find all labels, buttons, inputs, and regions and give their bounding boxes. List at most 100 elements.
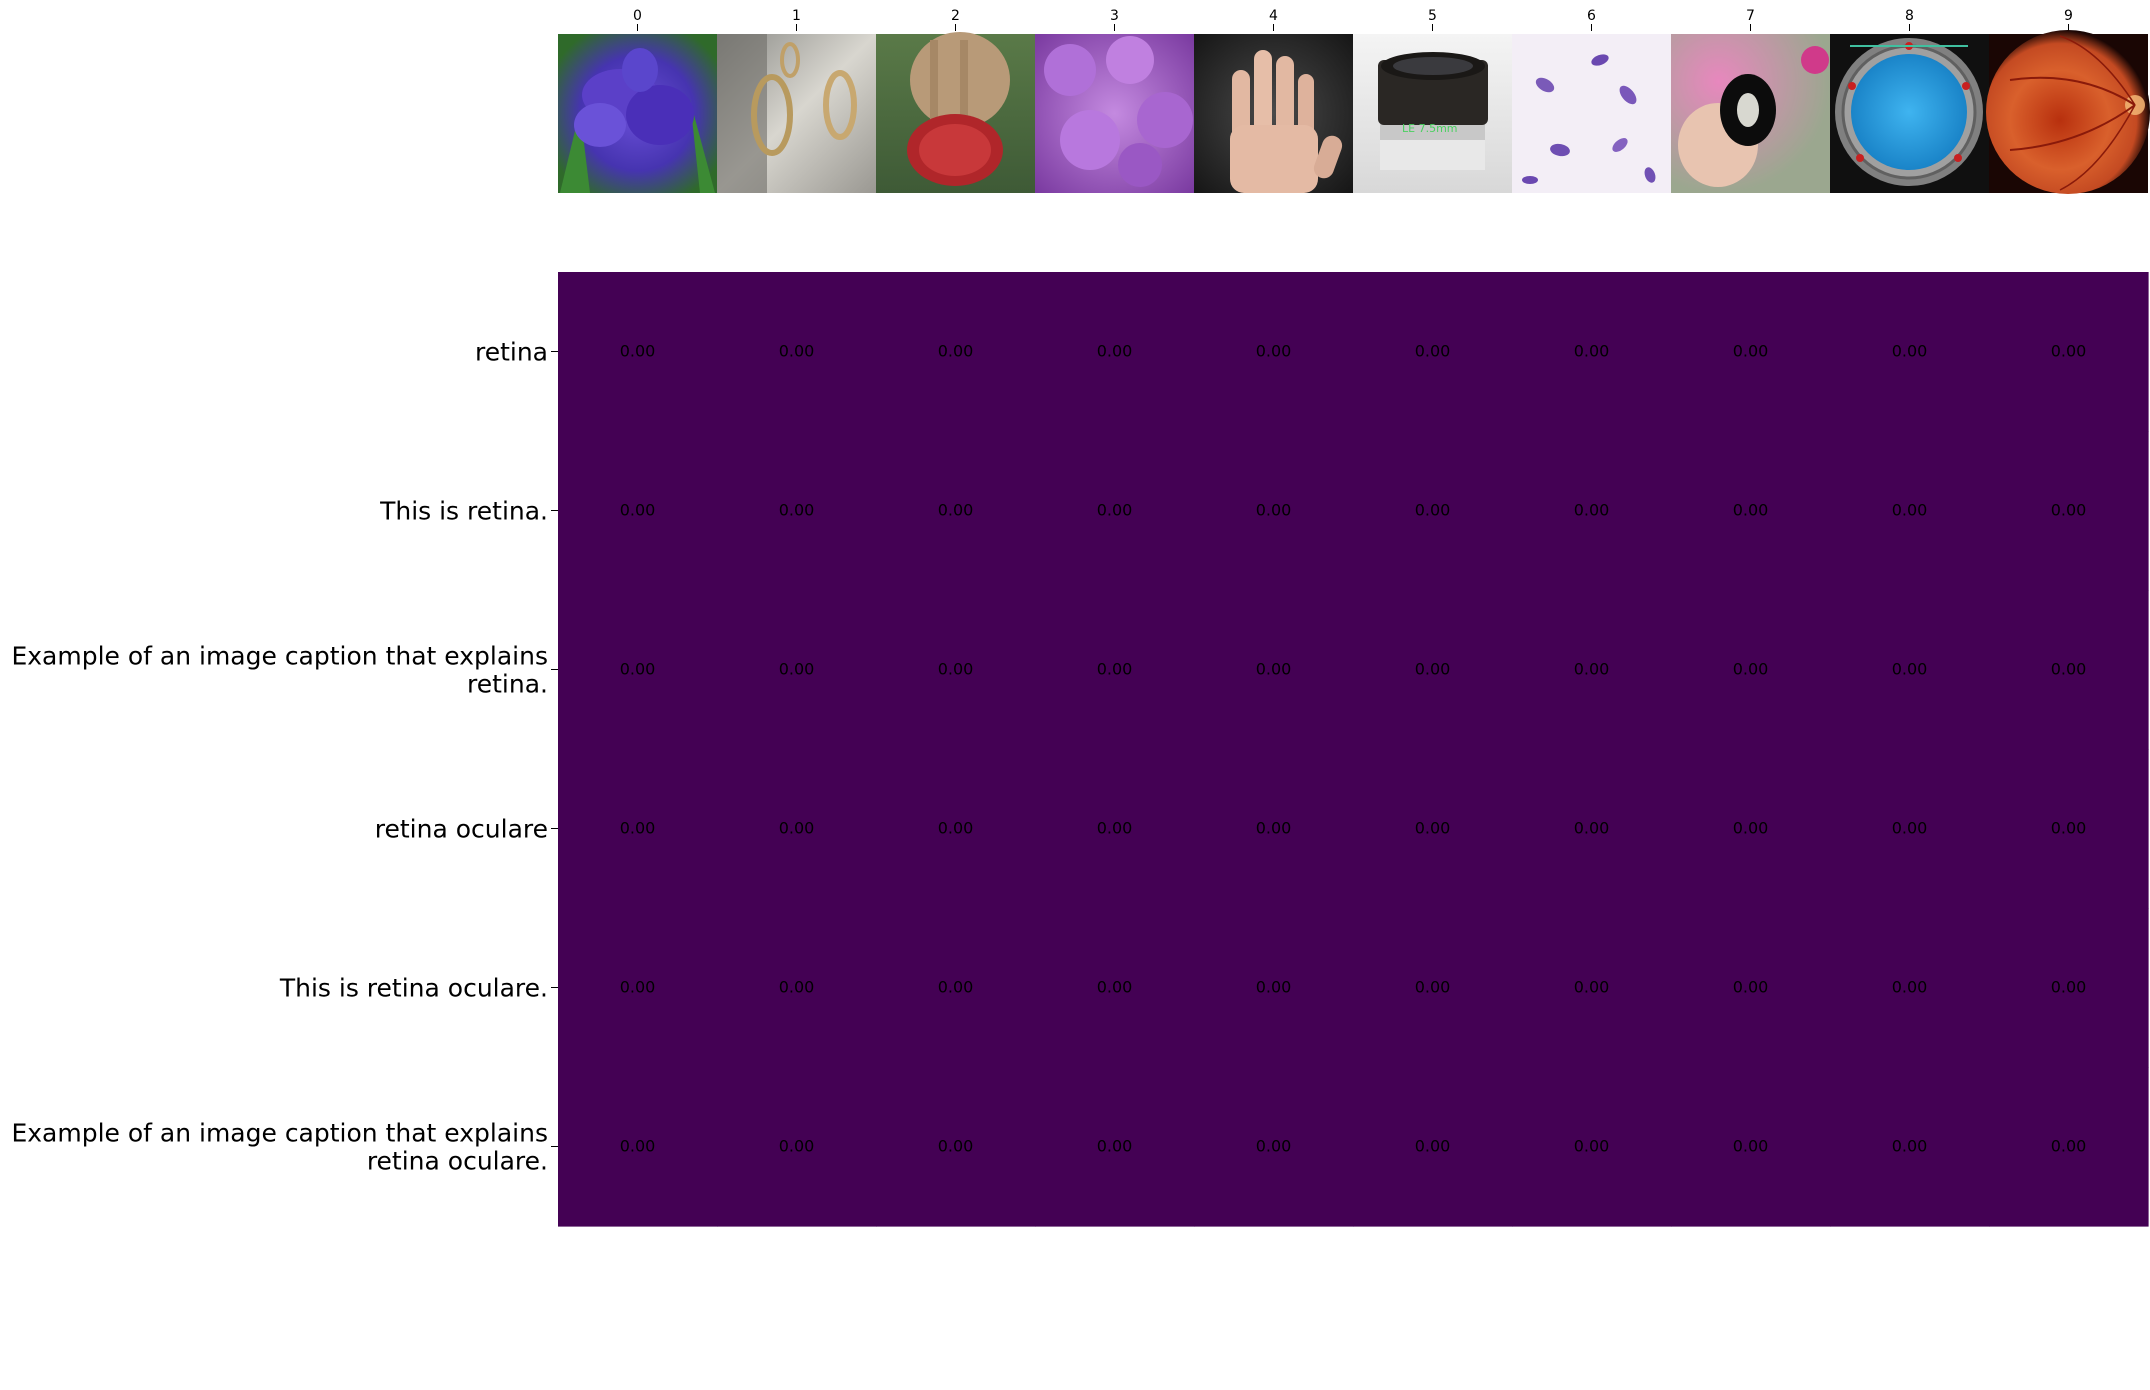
thumbnail-hand bbox=[1194, 34, 1353, 193]
heatmap-cell bbox=[1830, 908, 1990, 1068]
heatmap-cell bbox=[1194, 908, 1354, 1068]
x-tick-label: 2 bbox=[951, 8, 960, 24]
cell-value-label: 0.00 bbox=[2051, 660, 2087, 679]
heatmap-cell bbox=[1353, 431, 1513, 591]
cell-value-label: 0.00 bbox=[620, 342, 656, 361]
cell-value-label: 0.00 bbox=[1256, 660, 1292, 679]
thumbnail-parasite-cells bbox=[1512, 34, 1671, 193]
y-tick-label: retina bbox=[475, 338, 548, 367]
heatmap-cell bbox=[1989, 1067, 2149, 1227]
y-axis-ticks: retina This is retina. Example of an image… bbox=[11, 338, 558, 1176]
heatmap-cell bbox=[1671, 272, 1831, 432]
y-tick-label: retina oculare bbox=[375, 815, 548, 844]
thumbnail-retina-fundus bbox=[1986, 30, 2150, 194]
x-tick-label: 9 bbox=[2064, 8, 2073, 24]
cell-value-label: 0.00 bbox=[938, 819, 974, 838]
cell-value-label: 0.00 bbox=[620, 819, 656, 838]
heatmap-cell bbox=[876, 1067, 1036, 1227]
heatmap-cell bbox=[717, 908, 877, 1068]
cell-value-label: 0.00 bbox=[2051, 1137, 2087, 1156]
cell-value-label: 0.00 bbox=[1097, 1137, 1133, 1156]
heatmap-cell bbox=[1035, 908, 1195, 1068]
heatmap-cell bbox=[1671, 590, 1831, 750]
heatmap-cell bbox=[1989, 908, 2149, 1068]
heatmap-cell bbox=[717, 590, 877, 750]
cell-value-label: 0.00 bbox=[1097, 978, 1133, 997]
cell-value-label: 0.00 bbox=[1733, 978, 1769, 997]
cell-value-label: 0.00 bbox=[938, 342, 974, 361]
heatmap-cell bbox=[1353, 1067, 1513, 1227]
heatmap-cell bbox=[558, 431, 718, 591]
cell-value-label: 0.00 bbox=[1097, 342, 1133, 361]
svg-text:LE 7.5mm: LE 7.5mm bbox=[1402, 122, 1458, 135]
heatmap-cell bbox=[1353, 272, 1513, 432]
cell-value-label: 0.00 bbox=[779, 819, 815, 838]
cell-value-label: 0.00 bbox=[1892, 342, 1928, 361]
heatmap-cell bbox=[717, 431, 877, 591]
cell-value-label: 0.00 bbox=[1733, 342, 1769, 361]
thumbnail-iris-flower bbox=[558, 34, 717, 193]
cell-value-label: 0.00 bbox=[1733, 660, 1769, 679]
heatmap-cell bbox=[1035, 431, 1195, 591]
heatmap-cell bbox=[1512, 272, 1672, 432]
cell-value-label: 0.00 bbox=[1415, 501, 1451, 520]
heatmap-cell bbox=[1671, 431, 1831, 591]
cell-value-label: 0.00 bbox=[620, 1137, 656, 1156]
cell-value-label: 0.00 bbox=[2051, 501, 2087, 520]
cell-value-label: 0.00 bbox=[1097, 819, 1133, 838]
cell-value-label: 0.00 bbox=[1256, 342, 1292, 361]
x-tick-label: 0 bbox=[633, 8, 642, 24]
cell-value-label: 0.00 bbox=[1415, 660, 1451, 679]
cell-value-label: 0.00 bbox=[938, 1137, 974, 1156]
heatmap-cell bbox=[558, 908, 718, 1068]
cell-value-label: 0.00 bbox=[620, 501, 656, 520]
x-tick-label: 4 bbox=[1269, 8, 1278, 24]
x-tick-label: 5 bbox=[1428, 8, 1437, 24]
y-tick-label: This is retina oculare. bbox=[279, 974, 548, 1003]
heatmap-cell bbox=[1353, 590, 1513, 750]
cell-value-label: 0.00 bbox=[1892, 1137, 1928, 1156]
cell-value-label: 0.00 bbox=[2051, 342, 2087, 361]
cell-value-label: 0.00 bbox=[1892, 660, 1928, 679]
x-tick-label: 1 bbox=[792, 8, 801, 24]
y-tick-label: This is retina. bbox=[379, 497, 548, 526]
x-axis-ticks: 0 1 2 3 4 5 6 7 8 9 bbox=[633, 8, 2073, 31]
heatmap-cell bbox=[1989, 272, 2149, 432]
heatmap-cell bbox=[876, 272, 1036, 432]
y-tick-label: Example of an image caption that explain… bbox=[11, 642, 548, 699]
heatmap-cell bbox=[1671, 749, 1831, 909]
x-tick-label: 8 bbox=[1905, 8, 1914, 24]
heatmap-cell bbox=[876, 749, 1036, 909]
x-tick-label: 7 bbox=[1746, 8, 1755, 24]
heatmap-cell bbox=[1194, 1067, 1354, 1227]
cell-value-label: 0.00 bbox=[620, 660, 656, 679]
cell-value-label: 0.00 bbox=[1733, 819, 1769, 838]
cell-value-label: 0.00 bbox=[1097, 501, 1133, 520]
heatmap-cell bbox=[1353, 908, 1513, 1068]
cell-value-label: 0.00 bbox=[779, 342, 815, 361]
cell-value-label: 0.00 bbox=[2051, 819, 2087, 838]
heatmap-cell bbox=[876, 431, 1036, 591]
cell-value-label: 0.00 bbox=[938, 501, 974, 520]
x-tick-label: 6 bbox=[1587, 8, 1596, 24]
thumbnail-hand-washer bbox=[1671, 34, 1830, 193]
heatmap-cell bbox=[876, 590, 1036, 750]
heatmap-cell bbox=[1989, 590, 2149, 750]
cell-value-label: 0.00 bbox=[779, 501, 815, 520]
heatmap-cell bbox=[1671, 908, 1831, 1068]
thumbnail-braided-hair bbox=[876, 32, 1035, 193]
cell-value-label: 0.00 bbox=[1256, 819, 1292, 838]
heatmap-cell bbox=[1035, 590, 1195, 750]
heatmap-cell bbox=[1035, 272, 1195, 432]
heatmap-cell bbox=[1830, 749, 1990, 909]
cell-value-label: 0.00 bbox=[1415, 978, 1451, 997]
heatmap-cell bbox=[717, 749, 877, 909]
cell-value-label: 0.00 bbox=[1097, 660, 1133, 679]
heatmap-cell bbox=[1035, 749, 1195, 909]
heatmap-cells bbox=[558, 272, 2149, 1227]
x-tick-label: 3 bbox=[1110, 8, 1119, 24]
cell-value-label: 0.00 bbox=[1574, 819, 1610, 838]
heatmap-cell bbox=[1194, 749, 1354, 909]
heatmap-cell bbox=[1512, 908, 1672, 1068]
